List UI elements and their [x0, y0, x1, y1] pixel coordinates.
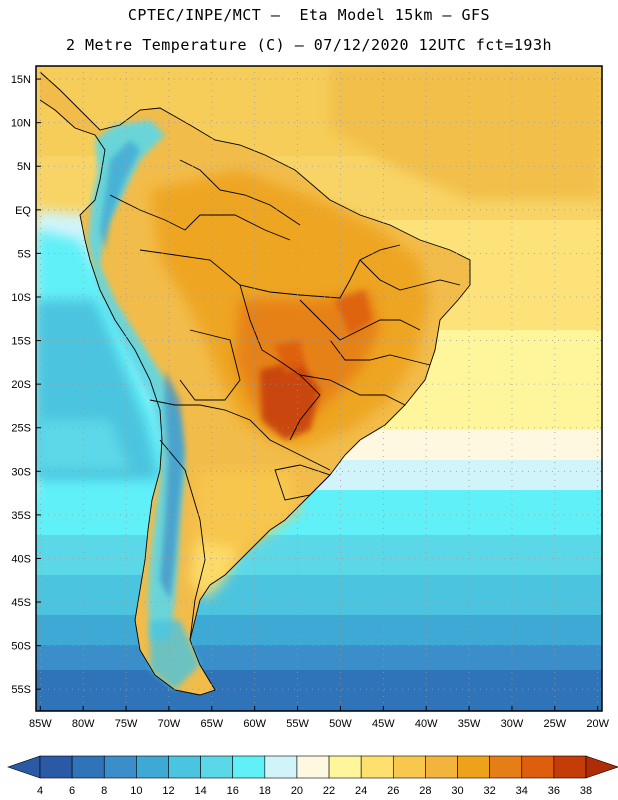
colorbar-label: 4	[37, 785, 43, 797]
latitude-label: 15N	[11, 74, 31, 86]
colorbar-label: 26	[387, 785, 399, 797]
latitude-label: 25S	[11, 423, 31, 435]
longitude-label: 50W	[329, 718, 352, 730]
latitude-label: 5N	[17, 161, 31, 173]
latitude-label: 10N	[11, 118, 31, 130]
colorbar-label: 16	[227, 785, 239, 797]
colorbar-swatch	[521, 755, 555, 779]
longitude-label: 85W	[29, 718, 52, 730]
longitude-label: 25W	[544, 718, 567, 730]
longitude-label: 40W	[415, 718, 438, 730]
colorbar-swatch	[39, 755, 73, 779]
colorbar-label: 22	[323, 785, 335, 797]
colorbar-label: 6	[69, 785, 75, 797]
colorbar-label: 24	[355, 785, 367, 797]
country-borders	[39, 71, 471, 696]
colorbar-swatch	[296, 755, 330, 779]
map-frame	[35, 65, 603, 712]
longitude-label: 20W	[586, 718, 609, 730]
map-title-line-1: CPTEC/INPE/MCT – Eta Model 15km – GFS	[127, 6, 491, 24]
latitude-label: 50S	[11, 641, 31, 653]
colorbar-left-arrow	[7, 755, 41, 779]
longitude-label: 55W	[286, 718, 309, 730]
colorbar-label: 36	[548, 785, 560, 797]
colorbar-label: 12	[162, 785, 174, 797]
colorbar-swatch	[168, 755, 201, 779]
longitude-label: 35W	[458, 718, 481, 730]
latitude-label: 30S	[11, 466, 31, 478]
longitude-label: 65W	[200, 718, 223, 730]
latitude-labels: 15N 10N 5N EQ 5S 10S 15S 20S 25S 30S 35S 40S 45S 50S 5…	[11, 74, 41, 696]
longitude-labels: 85W 80W 75W 70W 65W 60W 55W 50W 45W 40W 35W 30W 25W 2…	[29, 706, 610, 730]
colorbar-swatch	[328, 755, 362, 779]
longitude-label: 60W	[243, 718, 266, 730]
colorbar-swatch	[425, 755, 458, 779]
map-title-line-2: 2 Metre Temperature (C) – 07/12/2020 12U…	[65, 36, 553, 54]
colorbar-swatch	[103, 755, 137, 779]
colorbar-label: 20	[291, 785, 303, 797]
longitude-label: 80W	[72, 718, 95, 730]
colorbar-label: 14	[194, 785, 206, 797]
latitude-label: 15S	[11, 336, 31, 348]
colorbar-swatch	[136, 755, 169, 779]
colorbar-label: 8	[101, 785, 107, 797]
colorbar-swatch	[71, 755, 105, 779]
latitude-label: 45S	[11, 597, 31, 609]
latitude-label: 10S	[11, 292, 31, 304]
temperature-field	[36, 66, 602, 711]
colorbar-label: 32	[484, 785, 496, 797]
colorbar-swatch	[232, 755, 266, 779]
longitude-label: 75W	[115, 718, 138, 730]
colorbar-label: 18	[259, 785, 271, 797]
colorbar-right-arrow	[585, 755, 618, 779]
colorbar-label: 38	[580, 785, 592, 797]
colorbar-swatch	[360, 755, 394, 779]
colorbar-swatch	[200, 755, 234, 779]
latitude-label: 35S	[11, 510, 31, 522]
latitude-label: 55S	[11, 684, 31, 696]
longitude-label: 45W	[372, 718, 395, 730]
latitude-label: 40S	[11, 553, 31, 565]
colorbar-swatch	[489, 755, 523, 779]
colorbar-swatch	[553, 755, 587, 779]
latitude-label: 20S	[11, 379, 31, 391]
latitude-label: EQ	[15, 205, 31, 217]
colorbar-label: 10	[130, 785, 142, 797]
graticule	[36, 66, 602, 711]
colorbar-label: 28	[419, 785, 431, 797]
longitude-label: 70W	[158, 718, 181, 730]
colorbar-label: 34	[516, 785, 528, 797]
colorbar-swatch	[392, 755, 426, 779]
colorbar-label: 30	[451, 785, 463, 797]
colorbar-swatch	[457, 755, 490, 779]
longitude-label: 30W	[501, 718, 524, 730]
colorbar-swatch	[264, 755, 298, 779]
latitude-label: 5S	[18, 248, 31, 260]
temperature-colorbar: 4 6 8 10 12 14 16 18 20 22 24 26 28 30 32 34 36 38	[7, 755, 618, 797]
